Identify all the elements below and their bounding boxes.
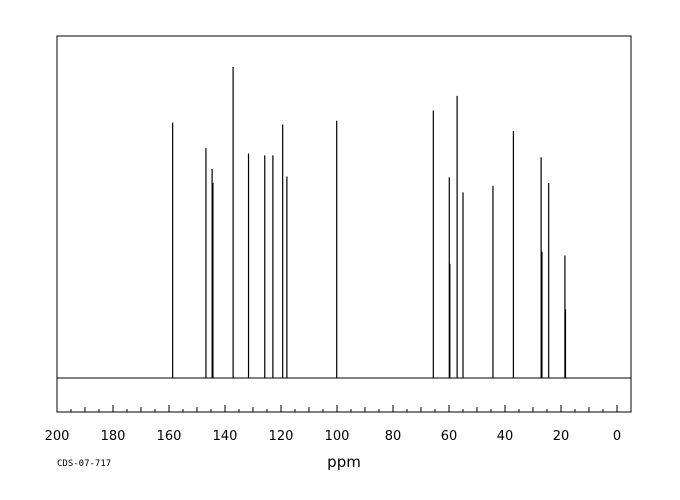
x-tick-label-60: 60 bbox=[441, 429, 458, 444]
x-axis-label: ppm bbox=[327, 453, 361, 471]
x-tick-label-80: 80 bbox=[385, 429, 402, 444]
x-tick-label-120: 120 bbox=[269, 429, 294, 444]
x-tick-label-100: 100 bbox=[325, 429, 350, 444]
x-tick-label-20: 20 bbox=[553, 429, 570, 444]
peaks-group bbox=[172, 67, 567, 378]
sample-code-label: CDS-07-717 bbox=[57, 459, 111, 469]
plot-frame bbox=[56, 35, 632, 413]
x-tick-label-160: 160 bbox=[157, 429, 182, 444]
x-tick-label-180: 180 bbox=[101, 429, 126, 444]
x-axis-ticks: 200 180 160 140 120 100 80 60 40 20 0 bbox=[45, 405, 621, 444]
x-tick-label-200: 200 bbox=[45, 429, 70, 444]
x-tick-label-140: 140 bbox=[213, 429, 238, 444]
x-tick-label-0: 0 bbox=[613, 429, 621, 444]
x-tick-label-40: 40 bbox=[497, 429, 514, 444]
